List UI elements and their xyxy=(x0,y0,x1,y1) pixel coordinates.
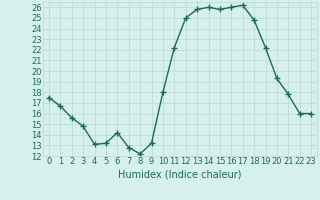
X-axis label: Humidex (Indice chaleur): Humidex (Indice chaleur) xyxy=(118,169,242,179)
